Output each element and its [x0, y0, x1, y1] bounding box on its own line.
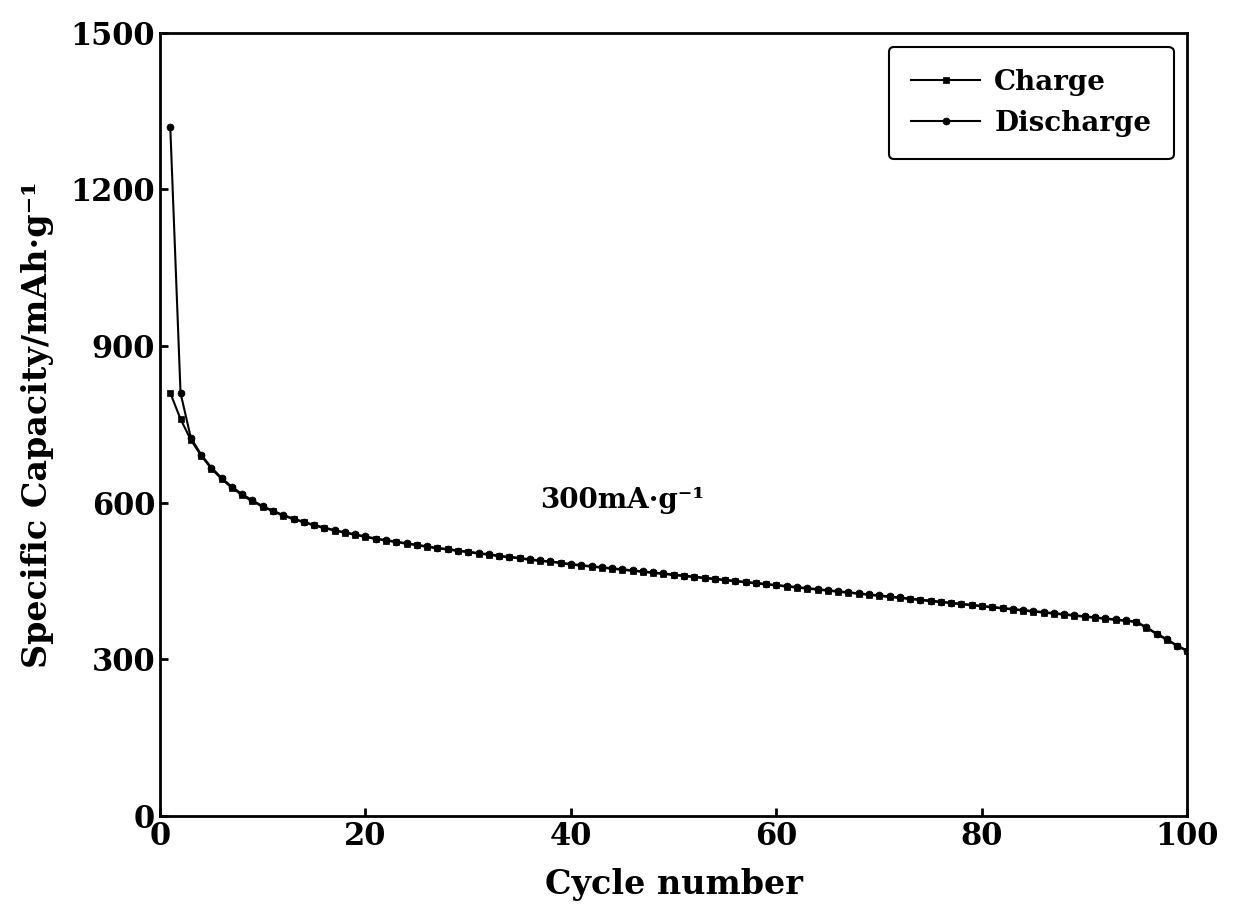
Line: Discharge: Discharge	[167, 124, 1190, 655]
Charge	[399, 538, 414, 550]
Discharge	[1128, 616, 1143, 627]
Charge	[1128, 617, 1143, 628]
Discharge	[1097, 613, 1112, 624]
Charge	[687, 572, 702, 583]
X-axis label: Cycle number: Cycle number	[544, 869, 802, 901]
Charge	[358, 531, 373, 542]
Charge	[769, 580, 784, 591]
Charge	[1180, 645, 1195, 656]
Discharge	[687, 571, 702, 582]
Y-axis label: Specific Capacity/mAh·g⁻¹: Specific Capacity/mAh·g⁻¹	[21, 181, 53, 668]
Discharge	[358, 531, 373, 542]
Discharge	[399, 538, 414, 549]
Discharge	[1180, 645, 1195, 656]
Legend: Charge, Discharge: Charge, Discharge	[889, 47, 1173, 160]
Discharge	[769, 579, 784, 590]
Discharge	[162, 121, 177, 132]
Charge	[162, 387, 177, 398]
Charge	[1097, 613, 1112, 624]
Line: Charge: Charge	[167, 389, 1190, 655]
Text: 300mA·g⁻¹: 300mA·g⁻¹	[541, 487, 704, 514]
